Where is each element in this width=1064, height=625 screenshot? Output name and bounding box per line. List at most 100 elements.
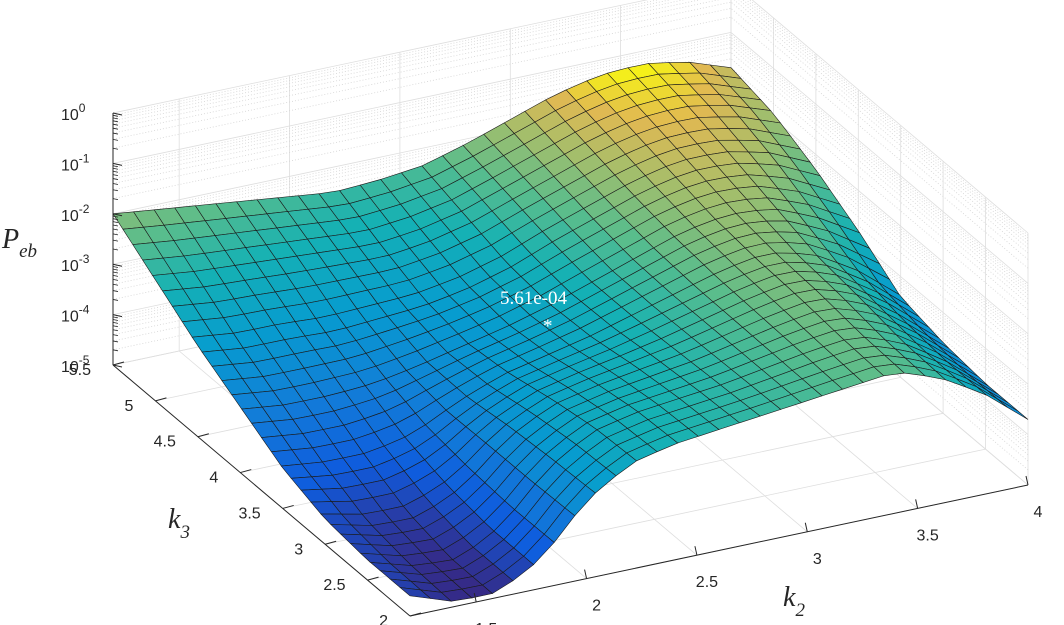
x-tick-mark	[473, 592, 477, 603]
side-minor-grid	[730, 52, 1029, 304]
x-axis-line	[409, 484, 1029, 617]
back-minor-grid	[112, 43, 732, 175]
z-minor-tick	[112, 278, 119, 281]
z-tick-label: 100	[61, 101, 86, 124]
back-minor-grid	[112, 90, 732, 222]
z-minor-tick	[112, 127, 119, 130]
back-minor-grid	[112, 67, 732, 199]
back-minor-grid	[112, 0, 672, 119]
z-minor-tick	[112, 266, 119, 268]
z-minor-tick	[112, 228, 119, 231]
z-minor-tick	[112, 114, 119, 117]
back-minor-grid	[112, 1, 732, 134]
z-minor-tick	[112, 170, 119, 173]
y-tick-label: 3	[294, 541, 303, 558]
z-tick-mark	[112, 263, 123, 267]
z-minor-tick	[112, 299, 119, 301]
z-tick-label: 10-3	[61, 252, 90, 275]
back-minor-grid	[112, 0, 685, 122]
back-minor-grid	[112, 8, 732, 140]
z-minor-tick	[112, 215, 119, 218]
z-minor-tick	[112, 325, 119, 328]
y-tick-mark	[325, 540, 337, 545]
back-minor-grid	[112, 87, 732, 220]
minimum-marker: *	[543, 316, 553, 337]
back-minor-grid	[112, 16, 732, 149]
side-minor-grid	[730, 36, 1029, 289]
x-tick-label: 1.5	[475, 621, 497, 625]
side-minor-grid	[730, 67, 1029, 319]
side-minor-grid	[730, 47, 1029, 299]
side-minor-grid	[730, 8, 1029, 260]
x-tick-mark	[915, 499, 919, 509]
z-minor-tick	[112, 123, 119, 126]
z-minor-tick	[112, 132, 119, 135]
y-tick-mark	[112, 361, 125, 366]
z-minor-tick	[112, 329, 119, 332]
z-minor-tick	[112, 349, 119, 352]
x-tick-label: 2.5	[696, 574, 718, 591]
x-tick-mark	[804, 522, 808, 532]
z-tick-label: 10-4	[61, 303, 90, 326]
z-tick-mark	[112, 162, 123, 166]
axis-lines	[112, 113, 1029, 617]
back-grid-z	[112, 0, 649, 114]
y-tick-mark	[282, 504, 294, 509]
back-minor-grid	[112, 0, 659, 116]
z-minor-tick	[112, 165, 119, 168]
back-minor-grid	[112, 36, 732, 169]
z-minor-tick	[112, 120, 119, 123]
y-tick-mark	[197, 433, 209, 438]
back-grid-z	[112, 32, 732, 164]
back-minor-grid	[112, 93, 732, 226]
y-tick-mark	[367, 576, 379, 581]
z-tick-mark	[112, 314, 123, 318]
back-minor-grid	[112, 52, 732, 184]
x-tick-mark	[1025, 475, 1029, 486]
y-tick-label: 4	[209, 470, 218, 487]
side-minor-grid	[730, 1, 1029, 254]
x-tick-mark	[584, 569, 588, 579]
x-axis-label: k2	[783, 582, 805, 621]
y-tick-label: 3.5	[238, 505, 260, 522]
side-minor-grid	[730, 58, 1029, 311]
z-minor-tick	[112, 221, 119, 223]
y-tick-label: 2.5	[323, 577, 345, 594]
z-minor-tick	[112, 189, 119, 192]
z-minor-tick	[112, 274, 119, 277]
side-minor-grid	[745, 0, 1029, 239]
z-minor-tick	[112, 147, 119, 150]
z-minor-tick	[112, 316, 119, 319]
side-grid-z	[751, 0, 1029, 234]
z-minor-tick	[112, 334, 119, 337]
back-minor-grid	[112, 47, 732, 179]
back-minor-grid	[112, 58, 732, 191]
back-minor-grid	[112, 34, 732, 167]
z-tick-label: 10-5	[61, 353, 90, 376]
z-tick-label: 10-1	[61, 151, 90, 174]
z-minor-tick	[112, 271, 119, 274]
z-minor-tick	[112, 283, 119, 286]
side-minor-grid	[730, 43, 1029, 295]
z-minor-tick	[112, 224, 119, 227]
z-minor-tick	[112, 248, 119, 251]
x-tick-label: 4	[1034, 504, 1043, 521]
side-minor-grid	[738, 0, 1029, 245]
z-minor-tick	[112, 117, 119, 120]
z-minor-tick	[112, 233, 119, 236]
y-tick-label: 5	[125, 398, 134, 415]
z-minor-tick	[112, 239, 119, 242]
y-tick-label: 5.5	[69, 362, 91, 379]
y-tick-mark	[409, 612, 422, 617]
z-minor-tick	[112, 167, 119, 170]
z-minor-tick	[112, 178, 119, 180]
x-tick-mark	[694, 546, 698, 556]
side-minor-grid	[742, 0, 1029, 242]
x-tick-label: 3	[813, 551, 822, 568]
z-axis-label: Peb	[1, 224, 37, 262]
z-minor-tick	[112, 138, 119, 141]
back-minor-grid	[112, 0, 701, 125]
side-minor-grid	[730, 39, 1029, 292]
z-minor-tick	[112, 198, 119, 201]
